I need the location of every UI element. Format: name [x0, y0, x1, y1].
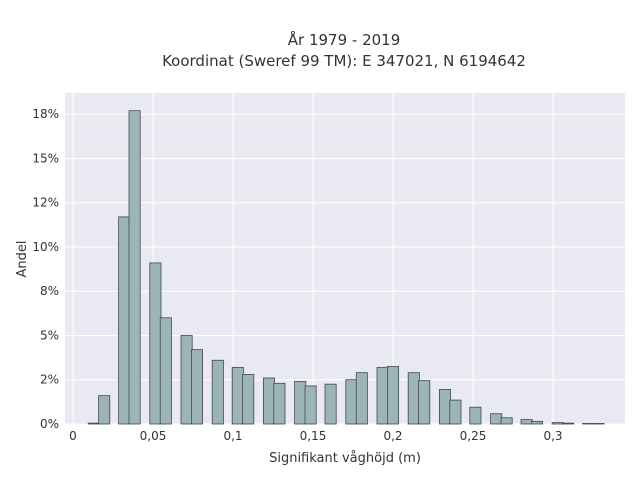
histogram-bar-2 — [118, 216, 131, 425]
plot-area — [65, 93, 625, 424]
histogram-bar-21 — [418, 380, 431, 425]
histogram-bar-0 — [87, 422, 100, 425]
y-axis-title: Andel — [15, 241, 30, 278]
x-tick-label: 0,05 — [140, 429, 167, 443]
histogram-bar-24 — [469, 406, 482, 425]
histogram-bar-9 — [231, 366, 244, 425]
histogram-bar-28 — [531, 420, 544, 425]
histogram-bar-17 — [355, 372, 368, 425]
histogram-bar-30 — [562, 422, 575, 425]
x-tick-label: 0,1 — [223, 429, 242, 443]
y-tick-label: 5% — [40, 328, 59, 342]
histogram-bar-14 — [304, 385, 317, 425]
chart-title-line-1: År 1979 - 2019 — [288, 30, 401, 49]
x-axis-title: Signifikant våghöjd (m) — [269, 451, 421, 466]
histogram-bar-3 — [128, 110, 141, 425]
histogram-bar-31 — [582, 423, 595, 425]
y-axis-ticks: 0% 2% 5% 8% 10% 12% 15% 18% — [32, 107, 59, 431]
y-tick-label: 0% — [40, 417, 59, 431]
histogram-bar-1 — [98, 395, 111, 425]
histogram-bar-18 — [376, 366, 389, 425]
chart-title-line-2: Koordinat (Sweref 99 TM): E 347021, N 61… — [162, 52, 526, 70]
histogram-bar-22 — [438, 389, 451, 425]
histogram-bar-5 — [159, 317, 172, 425]
histogram-bar-7 — [190, 349, 203, 425]
y-tick-label: 12% — [32, 196, 59, 210]
y-tick-label: 18% — [32, 107, 59, 121]
histogram-bar-4 — [149, 262, 162, 425]
y-tick-label: 8% — [40, 284, 59, 298]
x-tick-label: 0 — [69, 429, 77, 443]
histogram-bar-15 — [324, 383, 337, 425]
histogram-bar-23 — [449, 399, 462, 425]
histogram-bar-29 — [551, 422, 564, 425]
histogram-bar-32 — [592, 423, 605, 425]
histogram-bar-6 — [180, 335, 193, 425]
y-tick-label: 15% — [32, 151, 59, 165]
histogram-bar-11 — [262, 377, 275, 425]
histogram-bar-26 — [500, 417, 513, 425]
x-axis-ticks: 0 0,05 0,1 0,15 0,2 0,25 0,3 — [69, 429, 562, 443]
x-tick-label: 0,15 — [300, 429, 327, 443]
x-tick-label: 0,25 — [460, 429, 487, 443]
histogram-bar-19 — [386, 366, 399, 425]
histogram-bar-12 — [273, 382, 286, 425]
histogram-bars — [87, 110, 605, 425]
histogram-bar-20 — [407, 372, 420, 425]
y-tick-label: 10% — [32, 240, 59, 254]
y-tick-label: 2% — [40, 373, 59, 387]
histogram-bar-27 — [520, 419, 533, 425]
x-tick-label: 0,3 — [543, 429, 562, 443]
histogram-bar-25 — [490, 413, 503, 425]
histogram-bar-13 — [294, 381, 307, 425]
histogram-bar-10 — [242, 374, 255, 425]
histogram-bar-8 — [211, 359, 224, 425]
histogram-bar-16 — [345, 379, 358, 425]
x-tick-label: 0,2 — [383, 429, 402, 443]
